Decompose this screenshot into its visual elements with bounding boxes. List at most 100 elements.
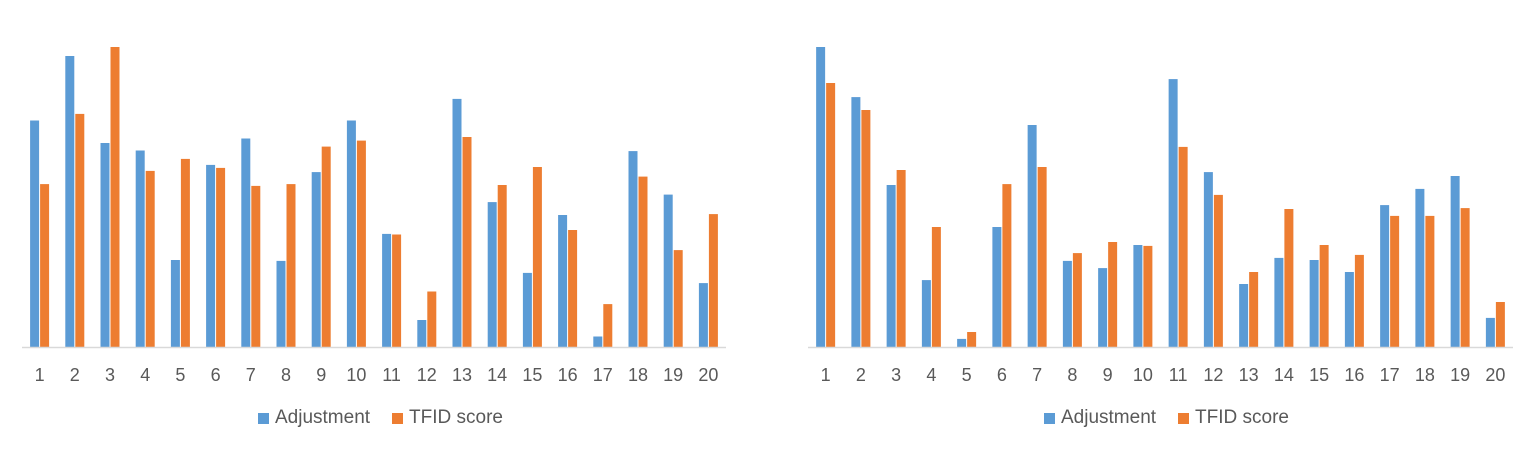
x-tick-label: 3 — [105, 365, 115, 385]
x-tick-label: 14 — [1274, 365, 1294, 385]
x-tick-label: 3 — [891, 365, 901, 385]
bar-adjustment-2 — [851, 97, 861, 347]
bar-adjustment-9 — [1098, 268, 1108, 347]
x-tick-label: 18 — [628, 365, 648, 385]
bar-adjustment-14 — [487, 202, 497, 347]
bar-tfid-8 — [1072, 253, 1082, 347]
bar-tfid-14 — [1284, 209, 1294, 347]
x-tick-label: 8 — [1067, 365, 1077, 385]
x-tick-label: 19 — [663, 365, 683, 385]
x-tick-label: 9 — [1103, 365, 1113, 385]
legend-item-tfid: TFID score — [1178, 407, 1289, 429]
bar-tfid-19 — [673, 250, 683, 347]
bar-adjustment-18 — [628, 151, 638, 347]
x-tick-label: 12 — [417, 365, 437, 385]
bar-tfid-9 — [1108, 242, 1118, 347]
x-tick-label: 15 — [522, 365, 542, 385]
bar-adjustment-15 — [522, 272, 532, 347]
bar-tfid-10 — [356, 140, 366, 347]
x-tick-label: 1 — [821, 365, 831, 385]
bar-adjustment-3 — [100, 143, 110, 347]
x-tick-label: 17 — [593, 365, 613, 385]
legend-right: Adjustment TFID score — [1044, 405, 1289, 431]
x-tick-label: 10 — [1133, 365, 1153, 385]
legend-left: Adjustment TFID score — [258, 405, 503, 431]
bar-adjustment-6 — [206, 164, 216, 347]
bar-adjustment-4 — [135, 150, 145, 347]
legend-swatch-adjustment — [1044, 412, 1055, 424]
x-tick-label: 8 — [281, 365, 291, 385]
x-tick-label: 7 — [246, 365, 256, 385]
chart-right: 1 2 3 4 5 6 7 8 9 10 11 12 13 14 15 16 17 18 19 20 Adjustme… — [768, 0, 1536, 450]
x-tick-label: 19 — [1450, 365, 1470, 385]
x-tick-label: 5 — [175, 365, 185, 385]
x-tick-label: 13 — [452, 365, 472, 385]
bar-tfid-5 — [967, 332, 977, 347]
x-tick-label: 6 — [211, 365, 221, 385]
bar-adjustment-18 — [1415, 188, 1425, 347]
bar-adjustment-7 — [241, 138, 251, 347]
bar-adjustment-11 — [382, 233, 392, 347]
bar-adjustment-15 — [1309, 260, 1319, 347]
x-tick-label: 11 — [1169, 365, 1188, 385]
bar-tfid-13 — [462, 137, 472, 347]
bar-adjustment-17 — [593, 336, 603, 347]
bar-tfid-7 — [1037, 167, 1047, 347]
legend-item-adjustment: Adjustment — [1044, 407, 1156, 429]
bar-tfid-13 — [1249, 272, 1259, 347]
bar-tfid-20 — [708, 214, 718, 347]
bar-adjustment-19 — [1450, 176, 1460, 347]
bar-tfid-11 — [392, 234, 402, 347]
x-tick-label: 14 — [487, 365, 507, 385]
legend-item-adjustment: Adjustment — [258, 407, 370, 429]
bar-tfid-17 — [603, 304, 613, 347]
chart-left: 1 2 3 4 5 6 7 8 9 10 11 12 13 14 15 16 17 18 19 20 Adjustme… — [22, 47, 726, 431]
x-tick-label: 2 — [70, 365, 80, 385]
x-tick-label: 1 — [35, 365, 45, 385]
bar-adjustment-2 — [65, 56, 75, 347]
bar-tfid-3 — [110, 47, 120, 347]
x-tick-label: 20 — [1485, 365, 1505, 385]
legend-swatch-tfid — [392, 412, 404, 424]
bar-adjustment-3 — [886, 185, 896, 347]
bar-chart-left: 1 2 3 4 5 6 7 8 9 10 11 12 13 14 15 16 17 18 19 20 — [22, 47, 726, 385]
bar-tfid-8 — [286, 184, 296, 347]
x-tick-label: 9 — [316, 365, 326, 385]
x-tick-label: 15 — [1309, 365, 1329, 385]
bar-adjustment-13 — [1239, 284, 1249, 347]
bar-tfid-18 — [638, 176, 648, 347]
bar-chart-right: 1 2 3 4 5 6 7 8 9 10 11 12 13 14 15 16 17 18 19 20 — [808, 47, 1513, 385]
bar-adjustment-16 — [1344, 272, 1354, 347]
bar-tfid-18 — [1425, 215, 1435, 347]
bar-tfid-4 — [145, 170, 155, 347]
x-tick-label: 16 — [558, 365, 578, 385]
bar-tfid-20 — [1495, 302, 1505, 347]
bar-adjustment-11 — [1168, 79, 1178, 347]
bar-adjustment-8 — [276, 260, 286, 347]
bar-adjustment-20 — [1485, 317, 1495, 347]
bar-tfid-19 — [1460, 208, 1470, 347]
x-tick-label: 4 — [140, 365, 150, 385]
bar-adjustment-16 — [558, 215, 568, 347]
x-tick-label: 4 — [926, 365, 936, 385]
bar-tfid-2 — [861, 110, 871, 347]
bar-adjustment-14 — [1274, 257, 1284, 347]
bar-tfid-15 — [1319, 245, 1329, 347]
x-tick-label: 7 — [1032, 365, 1042, 385]
bar-adjustment-12 — [1203, 172, 1213, 347]
legend-label-adjustment: Adjustment — [275, 407, 371, 428]
bar-adjustment-4 — [921, 280, 931, 347]
bar-tfid-1 — [826, 83, 836, 347]
bar-tfid-5 — [180, 158, 190, 347]
bar-tfid-12 — [427, 291, 437, 347]
bar-tfid-7 — [251, 185, 261, 347]
bar-adjustment-1 — [816, 47, 826, 347]
bar-tfid-3 — [896, 170, 906, 347]
legend-label-tfid: TFID score — [1195, 407, 1289, 428]
bar-adjustment-10 — [1133, 245, 1143, 347]
bar-adjustment-8 — [1062, 260, 1072, 347]
bar-adjustment-6 — [992, 227, 1002, 347]
bar-tfid-1 — [40, 184, 50, 347]
x-tick-label: 20 — [698, 365, 718, 385]
bar-adjustment-5 — [170, 260, 180, 347]
